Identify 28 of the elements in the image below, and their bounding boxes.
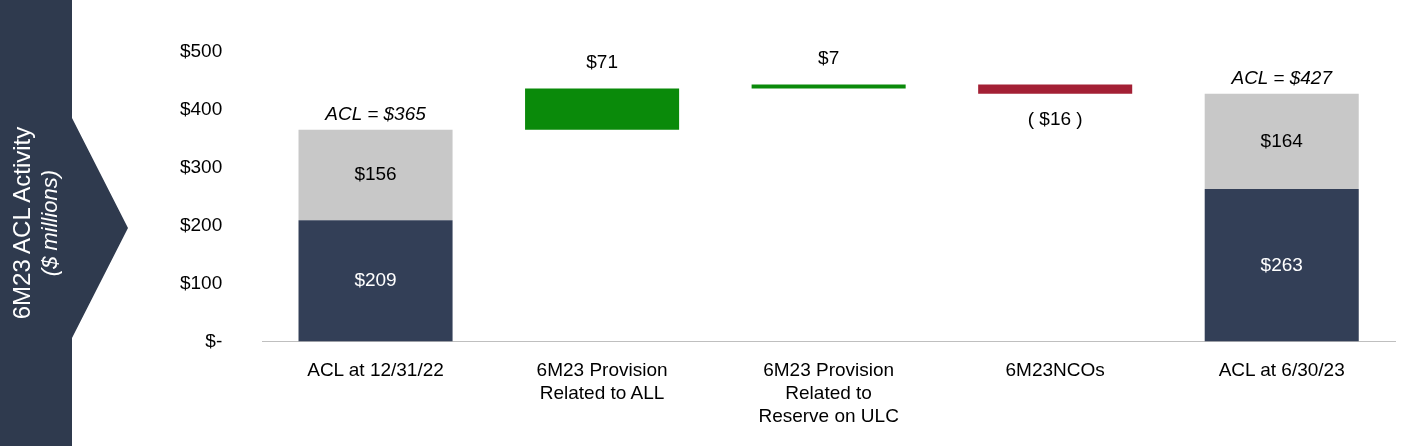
data-label: $164	[1260, 129, 1304, 151]
y-tick-label: $200	[179, 213, 223, 235]
y-axis-title: 6M23 ACL Activity ($ millions)	[8, 126, 63, 320]
x-tick-label: 6M23 Provision Related to ALL	[536, 359, 668, 404]
data-label: $7	[818, 47, 840, 69]
bar	[751, 84, 906, 89]
bar	[978, 84, 1133, 94]
x-tick-label: ACL at 12/31/22	[307, 359, 444, 381]
bar	[298, 129, 453, 221]
x-tick-label: ACL at 6/30/23	[1218, 359, 1345, 381]
x-tick-label: 6M23NCOs	[1005, 359, 1105, 381]
y-tick-label: $500	[179, 39, 223, 61]
y-tick-label: $400	[179, 97, 223, 119]
bar	[525, 88, 680, 130]
data-label: $156	[354, 163, 397, 185]
y-tick-label: $300	[179, 155, 223, 177]
y-tick-label: $100	[179, 271, 223, 293]
data-label: $71	[586, 51, 618, 73]
annotation: ACL = $365	[324, 102, 427, 124]
x-tick-label: 6M23 Provision Related to Reserve on ULC	[758, 359, 899, 426]
y-tick-label: $-	[205, 329, 223, 351]
bar	[1204, 188, 1359, 342]
annotation: ACL = $427	[1230, 66, 1334, 88]
bar	[298, 220, 453, 342]
data-label: ( $16 )	[1027, 107, 1083, 129]
bar	[1204, 93, 1359, 189]
data-label: $209	[354, 269, 397, 291]
data-label: $263	[1260, 253, 1303, 275]
